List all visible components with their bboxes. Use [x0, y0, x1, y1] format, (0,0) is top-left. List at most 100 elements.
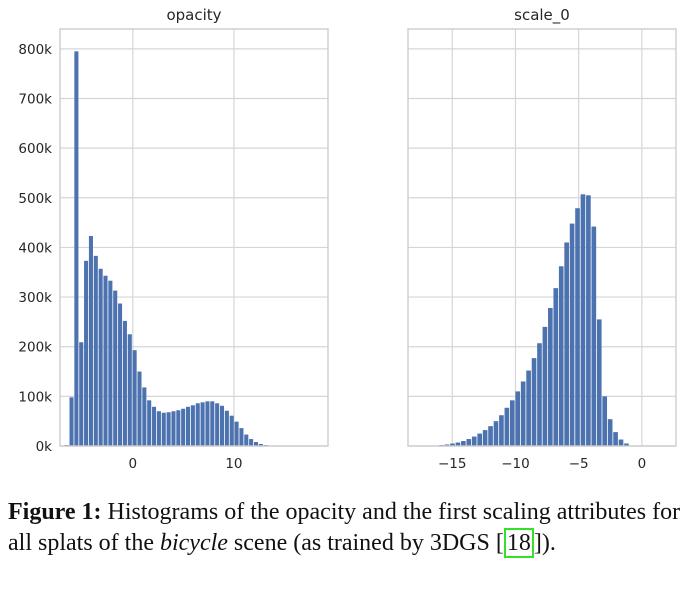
scale0-axes-frame: [407, 28, 677, 447]
opacity-bar: [69, 397, 74, 446]
opacity-bar: [171, 411, 176, 446]
scale0-bar: [471, 436, 477, 446]
opacity-bar: [147, 400, 152, 446]
scale0-bar: [548, 307, 553, 446]
opacity-ytick-label: 700k: [18, 92, 52, 108]
scale0-bar: [461, 441, 466, 446]
opacity-bar: [215, 403, 220, 446]
scale0-bar: [618, 439, 624, 446]
caption-text-end: ]).: [533, 530, 556, 556]
scale0-bar: [531, 358, 537, 446]
opacity-bar: [166, 412, 171, 446]
figure-caption: Figure 1: Histograms of the opacity and …: [8, 497, 684, 559]
opacity-bar: [161, 412, 166, 446]
opacity-bar: [88, 236, 93, 446]
opacity-bar: [84, 260, 89, 446]
opacity-bar: [156, 411, 161, 446]
scale0-bar: [493, 421, 499, 446]
scale0-bar: [499, 415, 504, 446]
opacity-ytick-label: 200k: [18, 340, 52, 356]
scale0-bar: [558, 266, 564, 446]
opacity-bar: [205, 401, 210, 446]
scale0-bar: [596, 319, 602, 446]
opacity-bar: [234, 421, 239, 446]
scale0-bar: [569, 223, 575, 446]
opacity-xtick-label: 10: [225, 456, 242, 470]
scale0-bar: [613, 432, 618, 446]
opacity-bar: [210, 401, 215, 446]
opacity-bar: [181, 408, 186, 446]
opacity-bar: [74, 51, 79, 446]
scale0-bar: [509, 400, 515, 446]
opacity-bar: [253, 442, 259, 446]
scale0-xtick-label: −15: [438, 456, 467, 470]
opacity-bar: [118, 303, 123, 446]
scale0-histogram-panel: scale_0 −15 −10 −5 0: [407, 6, 677, 470]
opacity-ytick-label: 500k: [18, 191, 52, 207]
opacity-bar: [195, 403, 200, 446]
opacity-bar: [142, 387, 147, 446]
opacity-bar: [224, 410, 229, 446]
scale0-xtick-label: −5: [569, 456, 589, 470]
opacity-bar: [219, 405, 225, 446]
scale0-bar: [564, 242, 569, 446]
scale0-bar: [450, 443, 455, 446]
opacity-ytick-label: 400k: [18, 240, 52, 256]
scale0-bar: [526, 370, 531, 446]
opacity-bar: [190, 405, 195, 446]
scale0-xtick-label: −10: [501, 456, 530, 470]
opacity-bar: [239, 428, 244, 446]
opacity-xtick-label: 0: [129, 456, 138, 470]
opacity-bar: [103, 275, 108, 446]
opacity-bar: [93, 255, 98, 446]
scale0-bar: [537, 343, 542, 446]
opacity-bar: [113, 290, 118, 446]
opacity-bar: [127, 334, 132, 446]
opacity-ytick-label: 100k: [18, 389, 52, 405]
scale0-bar: [466, 439, 472, 446]
scale0-bar: [591, 226, 597, 446]
scale0-bar: [488, 426, 493, 446]
scale0-bar: [515, 391, 521, 446]
opacity-bar: [229, 415, 234, 446]
scale0-bar: [602, 396, 608, 446]
scale0-bar: [575, 208, 580, 446]
caption-italic-scene: bicycle: [159, 530, 228, 556]
opacity-ytick-label: 300k: [18, 290, 52, 306]
opacity-bar: [249, 439, 254, 446]
opacity-bar: [79, 342, 84, 446]
opacity-ytick-label: 800k: [18, 42, 52, 58]
citation-link[interactable]: 18: [503, 528, 534, 558]
opacity-bar: [176, 410, 181, 446]
caption-text: Histograms of the opacity and the first …: [8, 499, 681, 556]
opacity-ytick-label: 0k: [36, 439, 53, 455]
opacity-bar: [98, 268, 103, 446]
opacity-bar: [244, 434, 249, 446]
scale0-bar: [607, 419, 613, 446]
opacity-bar: [132, 350, 137, 446]
scale0-bar: [553, 288, 559, 446]
caption-text-after: scene (as trained by 3DGS [: [227, 530, 504, 556]
scale0-bar: [444, 444, 450, 446]
scale0-bar: [542, 326, 548, 446]
opacity-ytick-label: 600k: [18, 141, 52, 157]
opacity-bar: [122, 320, 127, 446]
scale0-bar: [455, 442, 461, 446]
scale0-bar: [482, 430, 488, 446]
opacity-bar: [108, 280, 113, 446]
scale0-bar: [586, 195, 591, 446]
scale0-title: scale_0: [514, 6, 570, 25]
opacity-axes-frame: [59, 28, 329, 447]
opacity-bar: [152, 406, 157, 446]
scale0-bar: [520, 381, 526, 446]
scale0-bar: [580, 194, 586, 446]
scale0-bar: [624, 443, 629, 446]
opacity-bar: [137, 371, 142, 446]
scale0-bar: [477, 433, 482, 446]
opacity-bar: [186, 406, 191, 446]
scale0-xtick-label: 0: [638, 456, 647, 470]
scale0-bar: [504, 407, 510, 446]
opacity-bar: [200, 402, 205, 446]
